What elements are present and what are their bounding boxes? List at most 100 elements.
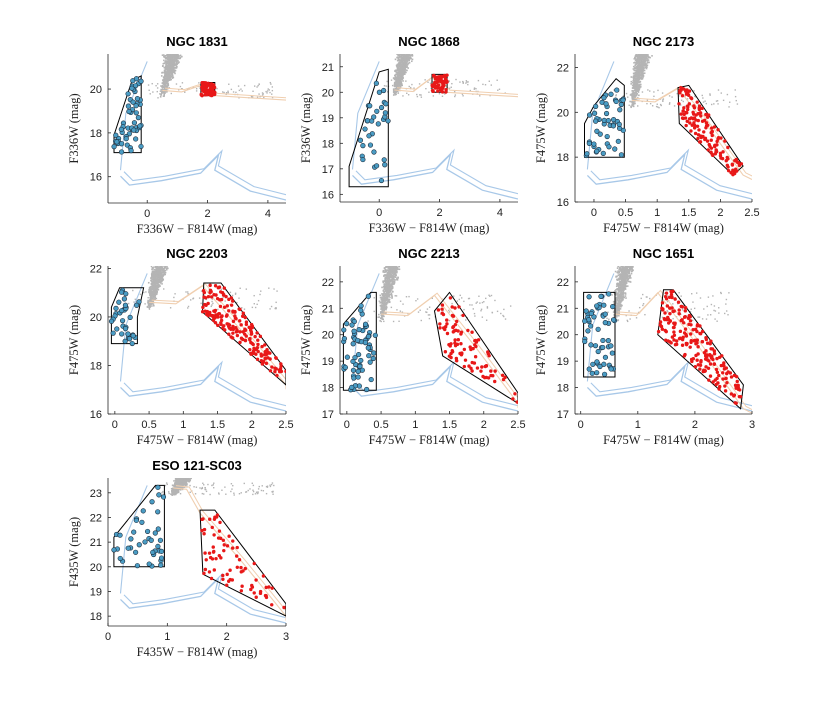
field-star: [405, 80, 407, 82]
field-star: [411, 58, 414, 61]
field-star: [404, 57, 407, 59]
field-star: [154, 284, 157, 287]
field-star: [396, 63, 399, 66]
field-star: [459, 294, 461, 297]
field-star: [162, 81, 165, 84]
blue-straggler-star: [350, 358, 356, 365]
field-star: [156, 271, 159, 274]
y-tick-label: 18: [322, 383, 334, 395]
field-star: [640, 69, 642, 72]
field-star: [405, 296, 408, 298]
x-axis-label: F475W − F814W (mag): [137, 433, 258, 447]
red-giant-star: [231, 331, 235, 335]
field-star: [713, 103, 715, 105]
red-giant-star: [277, 368, 281, 372]
field-star: [612, 311, 615, 313]
field-star: [716, 100, 719, 102]
field-star: [269, 308, 271, 310]
red-giant-star: [725, 163, 730, 168]
red-giant-star: [697, 104, 702, 108]
blue-straggler-star: [366, 133, 372, 139]
field-star: [399, 81, 402, 83]
red-giant-star: [431, 89, 435, 94]
field-star: [171, 60, 174, 63]
field-star: [393, 82, 396, 84]
field-star: [400, 73, 403, 75]
red-giant-star: [719, 136, 723, 140]
field-star: [149, 295, 152, 298]
red-giant-box: [433, 291, 518, 404]
field-star: [614, 289, 616, 292]
field-star: [402, 64, 405, 67]
field-star: [385, 295, 388, 297]
red-giant-star: [229, 327, 233, 331]
blue-straggler-star: [378, 104, 385, 111]
red-giant-star: [436, 75, 440, 79]
field-star: [148, 291, 150, 293]
field-star: [635, 84, 638, 87]
field-star: [639, 74, 642, 77]
field-star: [154, 298, 156, 301]
field-star: [269, 91, 271, 94]
red-giant-star: [224, 294, 228, 299]
field-star: [415, 299, 417, 302]
red-giant-star: [453, 343, 458, 348]
field-star: [402, 95, 404, 97]
blue-straggler-star: [122, 338, 128, 344]
field-star: [634, 64, 637, 66]
field-star: [172, 67, 174, 69]
field-star: [211, 298, 214, 300]
field-star: [166, 73, 169, 75]
field-star: [398, 59, 401, 62]
red-giant-star: [202, 295, 206, 299]
red-giant-star: [440, 89, 444, 93]
field-star: [653, 95, 655, 98]
field-star: [679, 104, 682, 106]
field-star: [643, 61, 645, 64]
field-star: [170, 54, 172, 56]
field-star: [152, 294, 155, 297]
field-star: [394, 79, 397, 81]
field-star: [172, 61, 175, 63]
field-star: [641, 91, 644, 93]
field-star: [639, 57, 642, 60]
red-giant-star: [704, 121, 709, 125]
field-star: [396, 83, 398, 86]
field-star: [234, 292, 237, 294]
blue-straggler-star: [586, 112, 593, 118]
y-tick-label: 21: [322, 303, 334, 315]
field-star: [640, 73, 643, 76]
blue-straggler-star: [114, 139, 120, 145]
blue-straggler-box: [348, 68, 389, 188]
field-star: [168, 74, 171, 77]
red-giant-star: [453, 338, 457, 342]
red-giant-star: [470, 369, 474, 373]
field-star: [635, 54, 638, 56]
field-star: [459, 81, 461, 83]
blue-straggler-star: [127, 314, 133, 320]
red-giant-star: [225, 304, 229, 308]
field-star: [632, 94, 635, 97]
field-star: [638, 75, 641, 77]
red-giant-star: [252, 351, 256, 356]
y-tick-label: 20: [322, 330, 334, 342]
field-star: [398, 320, 400, 323]
field-star: [172, 56, 174, 59]
field-star: [160, 75, 163, 77]
blue-straggler-star: [370, 355, 376, 362]
field-star: [404, 69, 407, 71]
field-star: [164, 271, 167, 274]
field-star: [384, 296, 387, 299]
red-giant-star: [233, 314, 237, 318]
field-star: [169, 61, 171, 64]
field-star: [396, 82, 399, 85]
field-star: [390, 266, 393, 269]
field-star: [461, 297, 463, 299]
field-star: [390, 276, 392, 279]
field-star: [132, 289, 134, 292]
blue-straggler-star: [114, 326, 120, 332]
field-star: [618, 277, 620, 280]
field-star: [158, 279, 161, 282]
field-star: [653, 91, 655, 93]
field-star: [173, 70, 176, 72]
